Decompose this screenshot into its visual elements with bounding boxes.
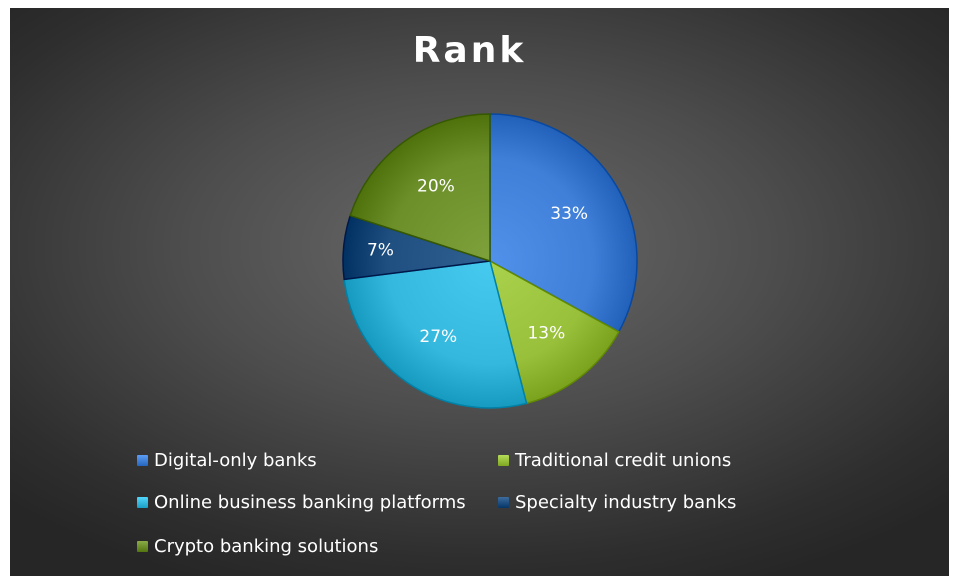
pie-slice-online-business-banking-platforms: [343, 260, 528, 409]
legend-label: Online business banking platforms: [154, 492, 466, 513]
legend-item: Online business banking platforms: [137, 492, 466, 513]
data-label: 7%: [367, 241, 394, 261]
data-label: 20%: [417, 177, 455, 197]
legend-item: Digital-only banks: [137, 450, 317, 471]
pie-slices: [342, 113, 638, 409]
legend-label: Digital-only banks: [154, 450, 317, 471]
legend-label: Traditional credit unions: [515, 450, 732, 471]
chart-title: Rank: [412, 30, 527, 71]
data-label: 33%: [550, 204, 588, 224]
legend-item: Traditional credit unions: [498, 450, 731, 471]
legend-label: Crypto banking solutions: [154, 536, 379, 557]
legend-swatch: [137, 497, 148, 508]
data-label: 13%: [527, 324, 565, 344]
legend-swatch: [498, 455, 509, 466]
legend-item: Crypto banking solutions: [137, 536, 378, 557]
legend-swatch: [137, 455, 148, 466]
pie-slice-digital-only-banks: [489, 113, 638, 333]
legend-swatch: [498, 497, 509, 508]
legend-swatch: [137, 541, 148, 552]
pie-slice-crypto-banking-solutions: [349, 113, 491, 263]
pie-labels: 33% 13% 27% 7% 20%: [367, 177, 588, 348]
pie-slice-traditional-credit-unions: [488, 259, 620, 405]
legend-label: Specialty industry banks: [515, 492, 737, 513]
legend-item: Specialty industry banks: [498, 492, 736, 513]
data-label: 27%: [419, 327, 457, 347]
